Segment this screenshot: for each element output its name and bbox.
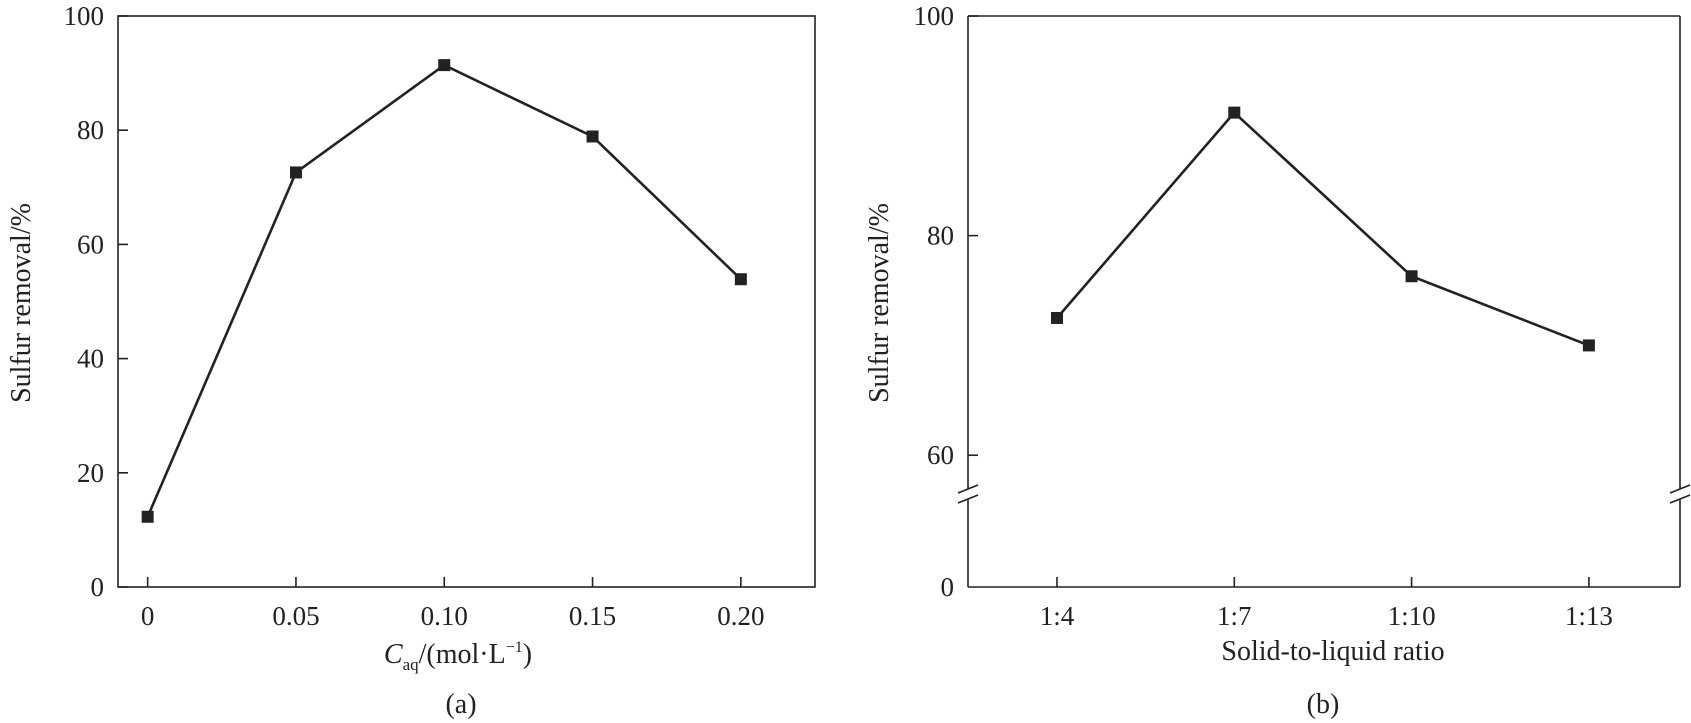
y-tick-label-a: 40 (77, 344, 104, 374)
data-point-a (438, 59, 451, 72)
data-point-a (586, 130, 599, 143)
x-tick-label-b: 1:7 (1217, 601, 1252, 631)
y-tick-label-b: 60 (927, 440, 954, 470)
x-ticks-b: 1:4 1:7 1:10 1:13 (1040, 577, 1613, 631)
x-ticks-a: 0 0.05 0.10 0.15 0.20 (141, 577, 764, 631)
y-axis-title-b: Sulfur removal/% (864, 203, 895, 403)
x-tick-label-b: 1:13 (1565, 601, 1613, 631)
x-axis-unit-a: /(mol·L (419, 639, 506, 670)
plot-frame-a (117, 15, 816, 588)
y-tick-label-a: 80 (77, 115, 104, 145)
x-tick-label-a: 0.10 (421, 601, 468, 631)
data-point-b (1582, 339, 1595, 352)
axis-break-right-b (1669, 484, 1691, 504)
x-tick-label-a: 0.15 (569, 601, 616, 631)
x-tick-label-b: 1:4 (1040, 601, 1075, 631)
series-a (141, 59, 747, 523)
data-point-a (289, 166, 302, 179)
x-axis-symbol-a: C (384, 639, 403, 670)
x-tick-label-b: 1:10 (1388, 601, 1436, 631)
y-axis-title-a: Sulfur removal/% (6, 203, 37, 403)
data-point-b (1405, 270, 1418, 283)
data-point-a (734, 273, 747, 286)
series-b (1051, 106, 1595, 352)
y-ticks-a: 0 20 40 60 80 100 (64, 1, 128, 602)
data-point-b (1228, 106, 1241, 119)
y-tick-label-b: 0 (941, 572, 955, 602)
data-point-a (141, 510, 154, 523)
x-axis-title-b: Solid-to-liquid ratio (1221, 636, 1444, 667)
panel-b: 0 60 80 100 1:4 1:7 1:10 1:13 Sulfur removal/%… (864, 1, 1691, 720)
y-tick-label-b: 100 (914, 1, 955, 31)
series-line-b (1056, 110, 1590, 347)
y-tick-label-a: 60 (77, 229, 104, 259)
series-line-a (146, 63, 742, 518)
axis-break-left-b (957, 484, 979, 504)
panel-a: 0 20 40 60 80 100 0 0.05 0.10 0.15 0.20 Sulfur re… (6, 1, 816, 720)
y-tick-label-b: 80 (927, 221, 954, 251)
x-axis-unit-sup-a: −1 (506, 639, 523, 656)
panel-label-b: (b) (1307, 689, 1340, 720)
data-point-b (1051, 311, 1063, 324)
x-tick-label-a: 0 (141, 601, 155, 631)
y-tick-label-a: 20 (77, 458, 104, 488)
y-ticks-b: 0 60 80 100 (914, 1, 978, 602)
x-tick-label-a: 0.20 (717, 601, 764, 631)
y-tick-label-a: 0 (91, 572, 105, 602)
panel-label-a: (a) (445, 689, 476, 720)
x-axis-title-a: Caq/(mol·L−1) (384, 639, 532, 674)
x-tick-label-a: 0.05 (272, 601, 319, 631)
y-tick-label-a: 100 (64, 1, 105, 31)
x-axis-subscript-a: aq (403, 655, 420, 674)
x-axis-unit-close-a: ) (523, 639, 532, 670)
